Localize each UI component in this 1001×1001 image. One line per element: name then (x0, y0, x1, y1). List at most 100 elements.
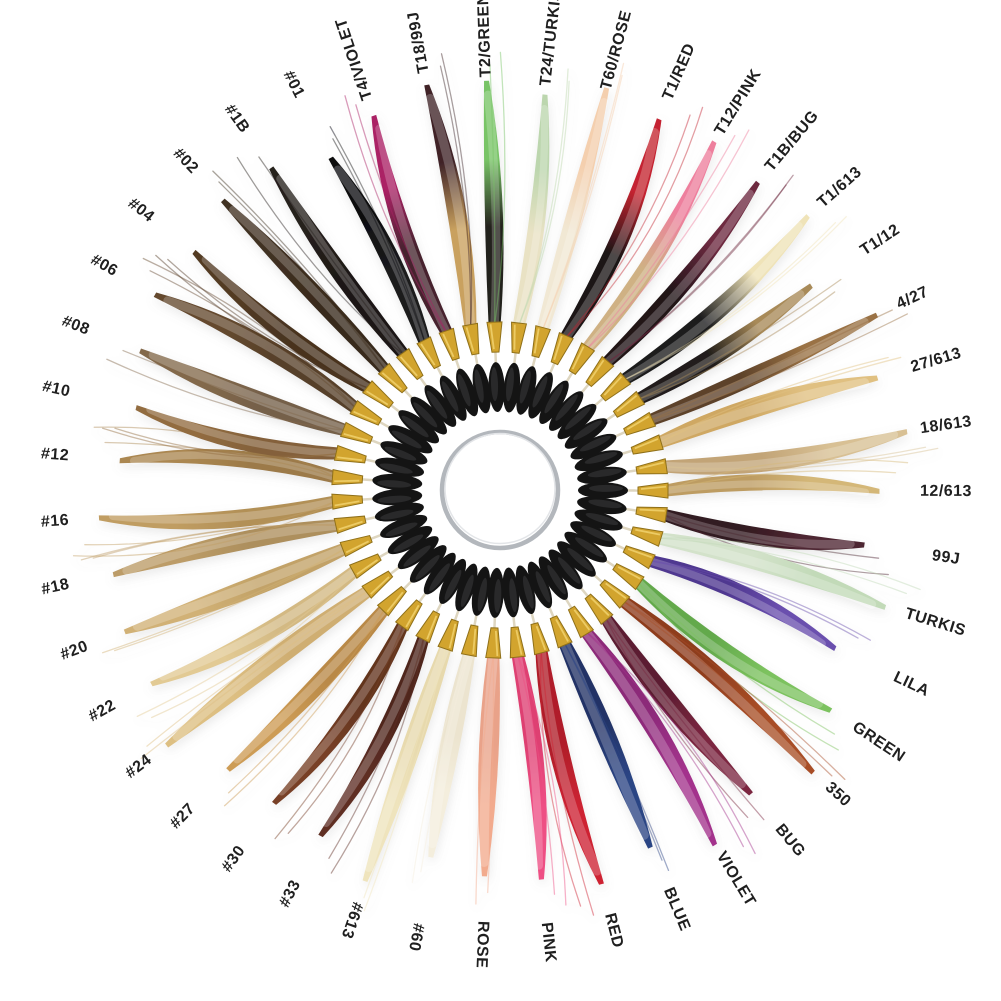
gold-ferrule-body (394, 599, 423, 632)
gold-ferrule-body (438, 327, 460, 361)
gold-ferrule-body (549, 615, 573, 649)
gold-ferrule-shine (535, 625, 547, 651)
ring-tab-gloss (547, 564, 566, 595)
gold-ferrule-body (612, 390, 646, 418)
hair-strand-sheen (653, 378, 870, 448)
ring-tab-gloss (384, 446, 417, 461)
hair-flyaway (355, 104, 448, 335)
gold-ferrule-shine (634, 438, 659, 450)
hair-strand-body (512, 94, 550, 327)
gold-ferrule-body (339, 421, 374, 445)
ring-tab-gloss (379, 463, 413, 474)
hair-strand-sheen (618, 221, 803, 385)
gold-ferrule-shine (448, 623, 457, 649)
hair-flyaway (287, 623, 405, 834)
gold-ferrule (361, 570, 394, 599)
hair-flyaway (84, 500, 337, 546)
gold-ferrule-shine (513, 324, 516, 350)
hair-flyaway (167, 258, 371, 390)
gold-ferrule (349, 399, 383, 426)
hair-swatch-strand (632, 576, 839, 751)
hair-flyaway (516, 653, 567, 906)
hair-swatch-strand (72, 495, 340, 557)
swatch-label: T1/RED (660, 41, 699, 103)
gold-ferrule-body (377, 362, 408, 394)
hair-strand-sheen (229, 205, 391, 375)
ring-tab (515, 565, 536, 615)
swatch-label: #33 (276, 877, 304, 910)
ring-tab-gloss (573, 420, 602, 440)
swatch-label: VIOLET (713, 849, 759, 910)
hair-strand-sheen (538, 98, 608, 335)
ring-tab (577, 482, 628, 499)
hair-flyaway (218, 181, 387, 372)
hair-flyaway (664, 470, 897, 492)
gold-ferrule-body (599, 579, 631, 609)
gold-ferrule (377, 362, 408, 394)
swatch-label: 350 (822, 779, 854, 811)
ring-tab-gloss (377, 480, 412, 488)
gold-ferrule-shine (343, 432, 369, 442)
ring-tab (472, 364, 491, 414)
gold-ferrule (416, 336, 442, 370)
gold-ferrule (331, 469, 364, 486)
gold-ferrule-body (550, 331, 574, 366)
hair-flyaway (149, 270, 358, 410)
hair-flyaway (621, 599, 846, 781)
gold-ferrule (333, 444, 367, 464)
hair-swatch-strand (581, 129, 750, 354)
hair-swatch-strand (645, 555, 871, 651)
gold-ferrule (568, 342, 596, 375)
ring-tab-gloss (544, 384, 564, 414)
ring-tab (380, 441, 428, 465)
swatch-label: #10 (41, 378, 72, 401)
gold-ferrule (331, 493, 364, 510)
gold-ferrule-shine (338, 520, 363, 531)
swatch-label: T2/GREEN (475, 0, 495, 78)
gold-ferrule (530, 622, 550, 656)
swatch-label: BLUE (660, 885, 693, 934)
swatch-label: T4/VIOLET (333, 16, 376, 102)
gold-ferrule-shine (345, 540, 370, 554)
gold-ferrule (630, 526, 664, 547)
gold-ferrule-shine (571, 346, 585, 370)
swatch-label: #16 (40, 512, 69, 531)
ring-tab (439, 375, 467, 421)
hair-swatch-strand (475, 650, 500, 905)
hair-swatch-strand (558, 637, 670, 872)
hair-strand-sheen (645, 317, 869, 425)
gold-ferrule-shine (639, 508, 665, 512)
hair-flyaway (621, 599, 833, 777)
ring-tab-gloss (460, 574, 474, 607)
gold-ferrule-body (585, 355, 615, 388)
hair-swatch-strand (102, 405, 343, 460)
hair-swatch-strand (512, 68, 570, 330)
ring-tab (374, 502, 424, 522)
swatch-label: T60/ROSE (598, 9, 635, 92)
ring-tab-gloss (581, 525, 613, 542)
ring-tab (387, 526, 433, 555)
ring-tab-gloss (391, 430, 422, 449)
gold-ferrule-shine (603, 376, 623, 396)
gold-ferrule-body (623, 411, 657, 436)
hair-flyaway (136, 569, 357, 718)
hair-strand-body (662, 508, 865, 550)
gold-ferrule-body (362, 380, 394, 409)
hair-flyaway (328, 635, 425, 859)
hair-flyaway (540, 649, 595, 916)
hair-strand-sheen (163, 296, 361, 414)
hair-swatch-strand (653, 356, 902, 449)
hair-swatch-strand (618, 596, 846, 781)
ring-tab (528, 372, 553, 419)
hair-flyaway (636, 580, 836, 735)
gold-ferrule (630, 434, 664, 455)
ring-tab (564, 531, 607, 563)
hair-flyaway (664, 458, 909, 492)
ring-tab-gloss (587, 468, 622, 478)
ring-tab-gloss (588, 499, 622, 509)
gold-ferrule-shine (573, 609, 591, 631)
ring-tab-gloss (535, 571, 551, 603)
swatch-label: T1/12 (857, 221, 903, 259)
hair-flyaway (101, 547, 347, 654)
